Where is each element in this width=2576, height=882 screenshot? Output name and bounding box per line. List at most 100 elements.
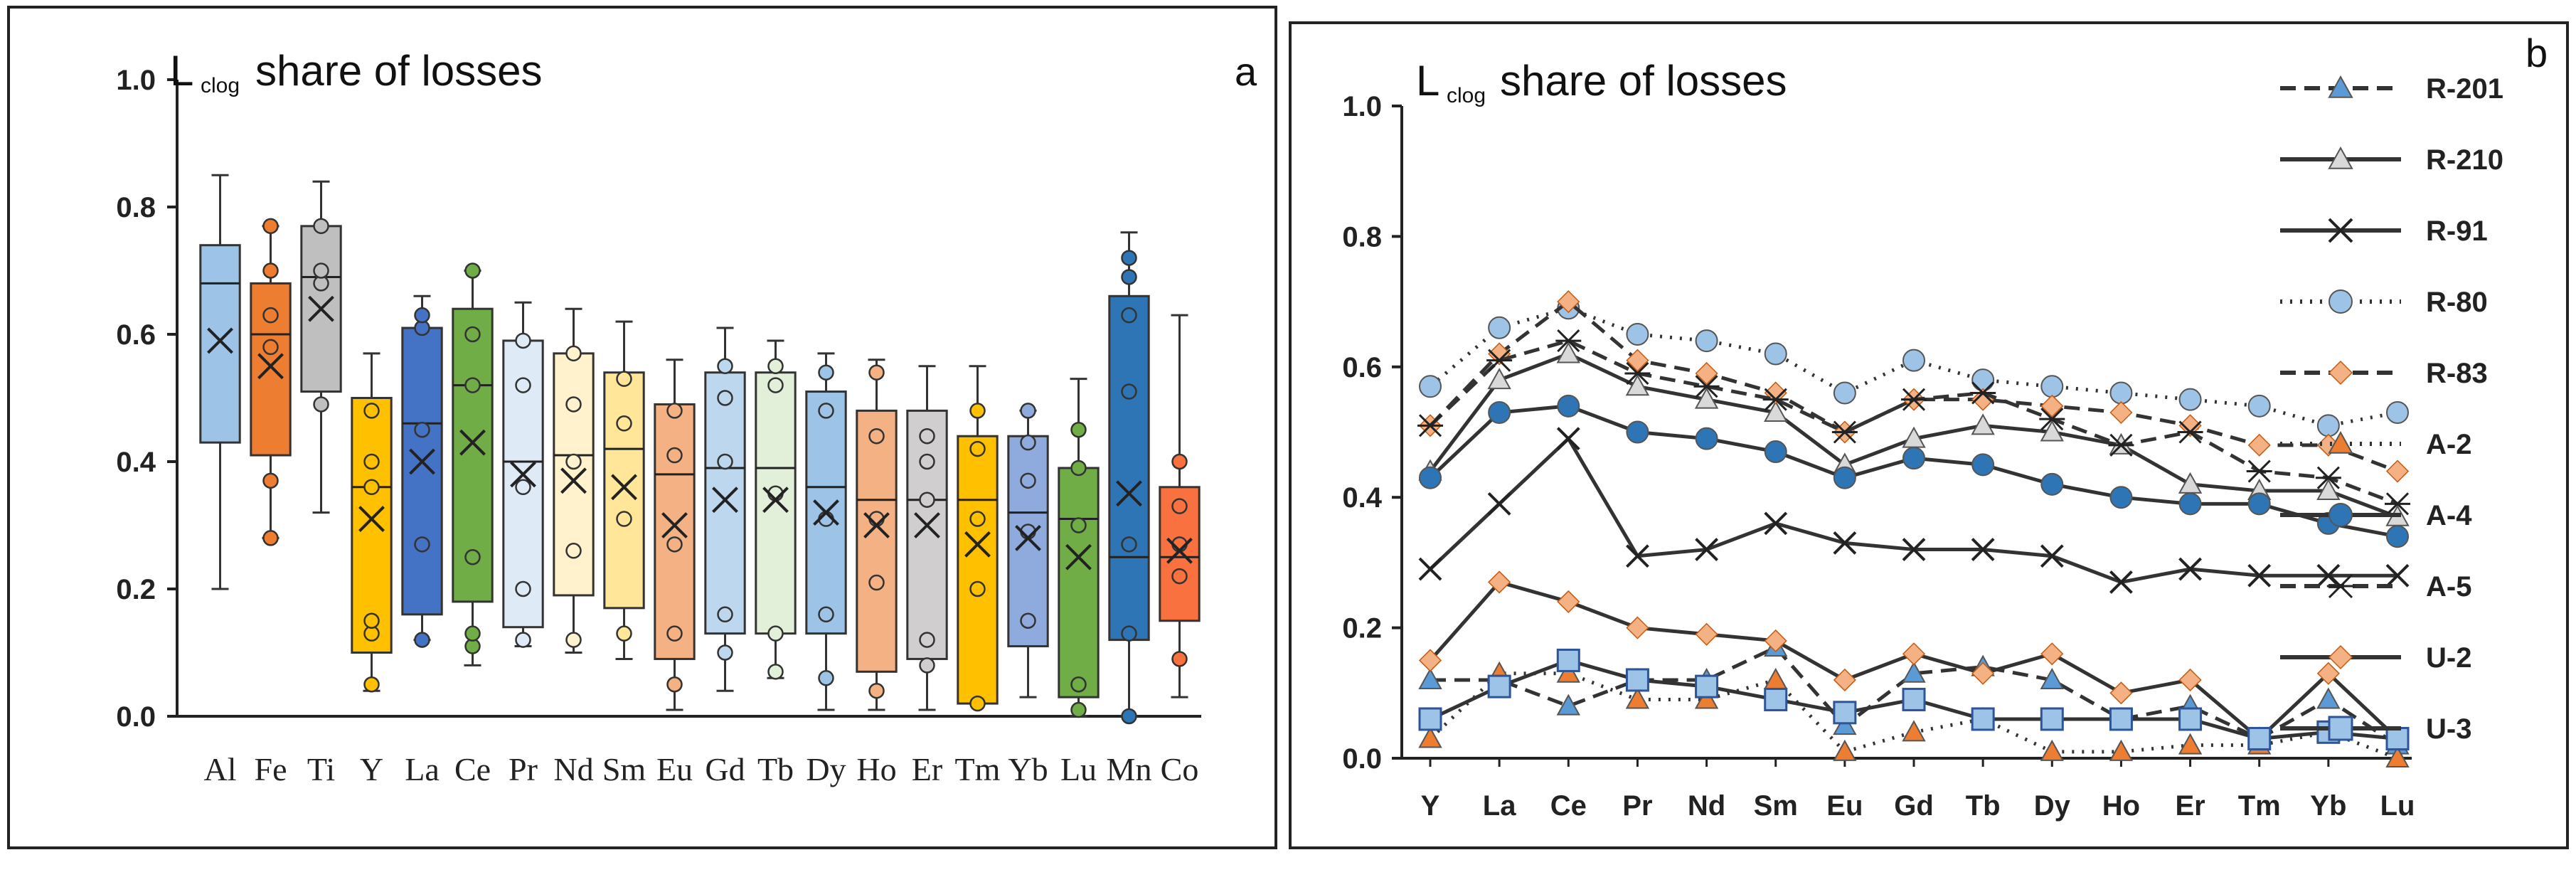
category-label-a: La: [405, 751, 440, 787]
box-La: [401, 326, 443, 616]
panel-label-a: a: [1235, 49, 1257, 94]
marker-circle: [2040, 375, 2064, 398]
data-point: [969, 440, 986, 457]
legend-label-A-4: A-4: [2426, 500, 2472, 531]
category-label-a: Ho: [856, 751, 896, 787]
box-Eu: [654, 403, 696, 660]
y-tick-label-b: 0.2: [1342, 613, 1382, 644]
marker-triangle: [1833, 739, 1857, 761]
marker-circle: [1626, 322, 1649, 346]
marker-circle: [2247, 394, 2271, 418]
marker-diamond: [2328, 360, 2353, 386]
marker-square: [1418, 707, 1442, 731]
legend-label-R-80: R-80: [2426, 287, 2488, 318]
category-label-b: Pr: [1622, 790, 1652, 822]
category-label-a: Sm: [602, 751, 646, 787]
marker-star: [2039, 408, 2065, 431]
data-point: [515, 332, 531, 349]
marker-x: [1487, 492, 1511, 516]
marker-x: [2328, 218, 2353, 243]
marker-diamond: [1902, 642, 1926, 666]
mean-marker: [1116, 480, 1142, 507]
data-point: [565, 345, 582, 362]
data-point: [1121, 269, 1137, 285]
category-label-b: Er: [2175, 790, 2205, 822]
data-point: [717, 644, 733, 661]
marker-circle: [1488, 400, 1511, 424]
marker-triangle: [1694, 687, 1719, 709]
marker-triangle: [2040, 420, 2064, 442]
category-label-a: Al: [204, 751, 237, 787]
category-label-a: Lu: [1060, 751, 1097, 787]
mean-marker: [510, 461, 536, 488]
marker-triangle: [1556, 694, 1580, 716]
mean-marker: [661, 512, 688, 538]
data-point: [717, 606, 733, 623]
title-main-a: L: [170, 47, 193, 95]
data-point: [1171, 651, 1188, 667]
marker-x: [1833, 531, 1857, 555]
category-label-b: Y: [1421, 790, 1440, 822]
data-point: [313, 396, 329, 413]
marker-square: [1556, 648, 1580, 672]
data-point: [262, 262, 279, 279]
data-point: [1070, 422, 1087, 438]
legend-label-R-210: R-210: [2426, 144, 2503, 176]
mean-marker: [560, 467, 587, 494]
category-label-a: Er: [912, 751, 942, 787]
data-point: [969, 403, 986, 419]
data-point: [717, 358, 733, 374]
box-Tm: [957, 435, 999, 705]
marker-circle: [2178, 388, 2202, 411]
marker-diamond: [1557, 290, 1580, 314]
marker-triangle: [2178, 733, 2203, 755]
mean-marker: [1166, 537, 1193, 564]
marker-x: [2040, 544, 2064, 568]
marker-x: [2247, 563, 2272, 588]
marker-circle: [2109, 486, 2133, 509]
marker-x: [2385, 563, 2410, 588]
marker-triangle: [1625, 687, 1650, 709]
data-point: [515, 632, 531, 648]
marker-diamond: [1833, 668, 1856, 692]
mean-marker: [459, 429, 486, 456]
data-point: [313, 262, 329, 279]
category-label-b: Gd: [1894, 790, 1934, 822]
marker-triangle: [1694, 387, 1719, 409]
marker-square: [1833, 701, 1857, 725]
data-point: [262, 307, 279, 324]
y-tick-label-b: 0.8: [1342, 221, 1382, 253]
category-label-a: Co: [1161, 751, 1199, 787]
data-point: [363, 676, 380, 693]
category-label-b: Lu: [2380, 790, 2415, 822]
marker-circle: [2040, 472, 2064, 496]
category-label-a: Eu: [656, 751, 693, 787]
y-tick-label-b: 1.0: [1342, 91, 1382, 122]
data-point: [565, 453, 582, 470]
box-Er: [906, 409, 948, 660]
data-point: [565, 632, 582, 648]
data-point: [969, 695, 986, 712]
data-point: [818, 403, 834, 419]
title-main-b: L: [1416, 57, 1439, 105]
marker-circle: [1488, 316, 1511, 339]
marker-triangle: [1833, 713, 1857, 735]
marker-triangle: [2040, 667, 2064, 689]
data-point: [1121, 708, 1137, 725]
marker-triangle: [1764, 400, 1788, 422]
data-point: [666, 403, 683, 419]
legend-label-R-201: R-201: [2426, 73, 2503, 105]
box-Nd: [553, 352, 595, 597]
marker-star: [1762, 388, 1789, 411]
data-point: [919, 657, 935, 674]
data-point: [717, 453, 733, 470]
marker-triangle: [2328, 75, 2353, 98]
marker-circle: [1902, 447, 1925, 470]
category-label-b: Tb: [1966, 790, 2001, 822]
box-Mn: [1108, 294, 1150, 642]
marker-triangle: [2316, 687, 2341, 709]
data-point: [515, 479, 531, 496]
box-Gd: [704, 371, 746, 635]
legend-label-R-91: R-91: [2426, 216, 2488, 247]
mean-marker: [358, 506, 385, 532]
